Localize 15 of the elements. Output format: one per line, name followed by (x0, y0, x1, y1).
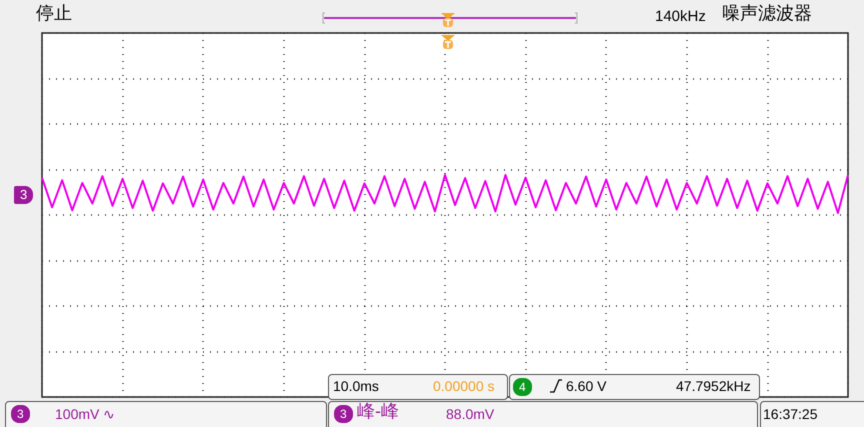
text: 3 (11, 405, 30, 423)
text: 3 (14, 186, 34, 204)
text: 0.00000 s (433, 377, 494, 395)
text: 16:37:25 (763, 405, 818, 423)
text: 4 (513, 378, 532, 396)
text: 88.0mV (446, 405, 494, 423)
text: 停止 (36, 3, 72, 23)
text: 6.60 V (566, 377, 606, 395)
text: 140kHz (655, 8, 706, 26)
text: 100mV ∿ (55, 405, 116, 423)
text: 47.7952kHz (676, 377, 751, 395)
text: 噪声滤波器 (722, 3, 812, 23)
text: 峰-峰 (357, 401, 399, 421)
text: 3 (334, 405, 353, 423)
text: 10.0ms (333, 377, 379, 395)
